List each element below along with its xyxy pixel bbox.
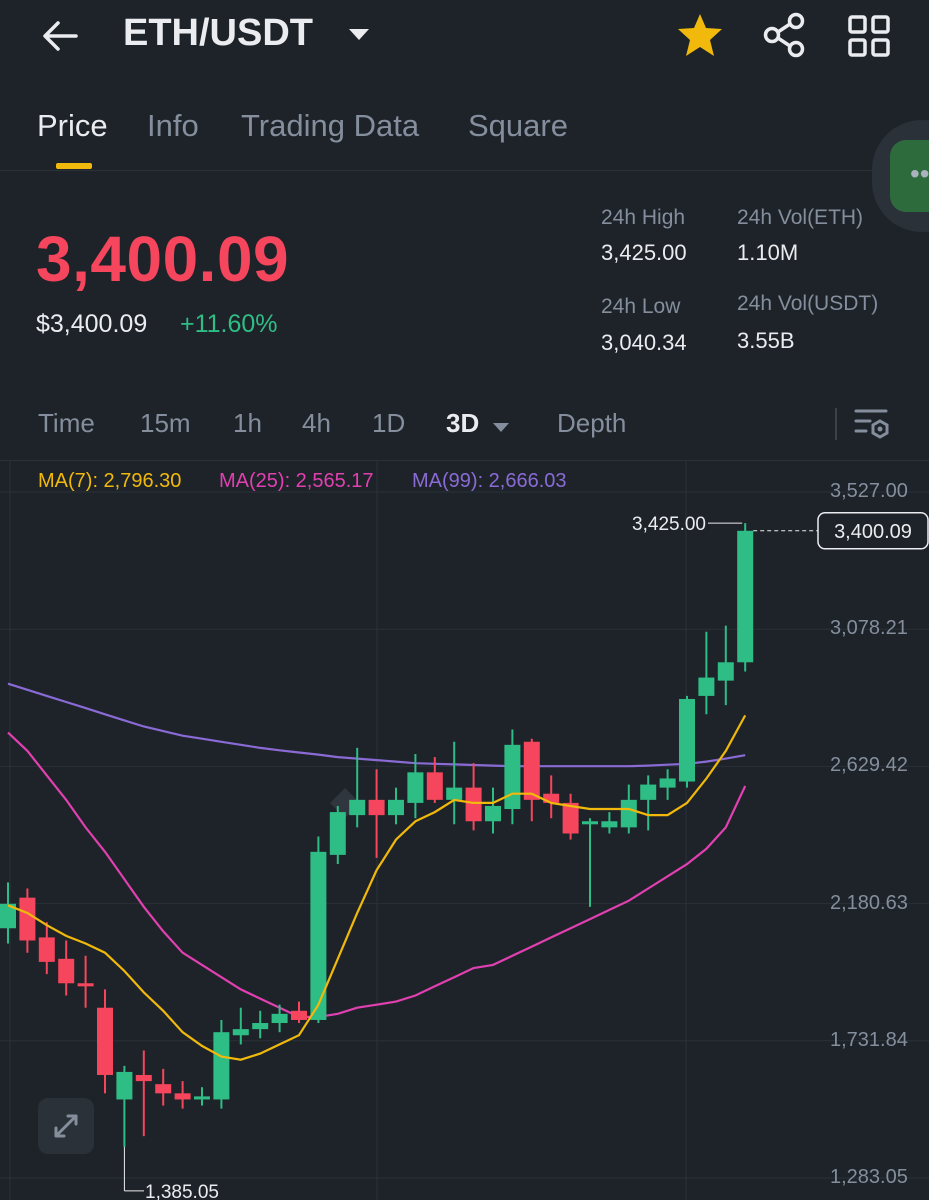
vol-eth-value: 1.10M <box>737 240 799 265</box>
candle <box>698 677 715 696</box>
candle <box>38 937 55 962</box>
vol-usdt-value: 3.55B <box>737 328 795 353</box>
caret-down-icon[interactable] <box>348 28 370 47</box>
divider <box>0 460 929 461</box>
candle <box>523 741 540 800</box>
tab-active-indicator <box>56 163 92 169</box>
more-dots-icon: •• <box>910 158 929 189</box>
ma99-legend: MA(99): 2,666.03 <box>412 470 567 492</box>
expand-icon <box>54 1114 78 1138</box>
low-label: 24h Low <box>601 295 681 318</box>
tf-caret-icon[interactable] <box>492 420 510 438</box>
candle <box>659 778 676 788</box>
candle <box>485 805 501 822</box>
y-axis-label: 3,078.21 <box>830 617 908 640</box>
candle <box>116 1071 133 1100</box>
tf-1d[interactable]: 1D <box>372 408 406 438</box>
candle <box>465 787 482 822</box>
expand-chart-button[interactable] <box>38 1098 94 1154</box>
last-price-tag <box>817 512 929 550</box>
usd-price: $3,400.09 <box>36 310 148 338</box>
candle <box>194 1096 210 1100</box>
tf-separator <box>835 408 837 440</box>
tf-3d[interactable]: 3D <box>446 408 480 438</box>
candle <box>232 1029 249 1036</box>
candle <box>368 799 385 816</box>
high-marker-label: 3,425.00 <box>632 514 706 535</box>
vol-eth-label: 24h Vol(ETH) <box>737 206 864 229</box>
low-value: 3,040.34 <box>601 330 687 355</box>
vol-usdt-label: 24h Vol(USDT) <box>737 292 879 315</box>
candle <box>310 851 327 1020</box>
candle <box>446 787 463 800</box>
candle <box>174 1093 191 1100</box>
tf-4h[interactable]: 4h <box>302 408 331 438</box>
star-icon[interactable] <box>676 12 724 63</box>
candle <box>601 821 618 828</box>
candle <box>640 784 657 800</box>
tab-info[interactable]: Info <box>147 108 199 143</box>
candle <box>58 958 75 984</box>
tf-1h[interactable]: 1h <box>233 408 262 438</box>
ma25-legend: MA(25): 2,565.17 <box>219 470 374 492</box>
tab-square[interactable]: Square <box>468 108 568 143</box>
candle <box>582 821 598 825</box>
candle <box>717 662 734 681</box>
candle <box>271 1013 288 1024</box>
candle <box>388 799 404 816</box>
candle <box>329 812 346 855</box>
candle <box>562 802 579 834</box>
candle <box>620 799 637 828</box>
y-axis-label: 2,629.42 <box>830 754 908 777</box>
candle <box>155 1084 172 1094</box>
candle <box>19 897 36 941</box>
candle <box>135 1074 152 1082</box>
tab-trading-data[interactable]: Trading Data <box>241 108 420 143</box>
y-axis-label: 2,180.63 <box>830 891 908 914</box>
ma25-line <box>7 731 747 1019</box>
candle <box>504 744 521 810</box>
candlestick-chart[interactable]: 3,425.00 1,385.05 3,400.09 <box>0 460 929 1200</box>
ma7-line <box>7 714 747 1061</box>
last-price-tag-label: 3,400.09 <box>834 521 912 543</box>
divider <box>0 170 929 171</box>
candle <box>213 1032 230 1100</box>
candle <box>407 772 424 803</box>
y-axis-label: 3,527.00 <box>830 480 908 502</box>
y-axis-label: 1,283.05 <box>830 1166 908 1188</box>
high-value: 3,425.00 <box>601 240 687 265</box>
candle <box>543 793 560 803</box>
candle <box>737 530 754 663</box>
candle <box>291 1010 307 1020</box>
floating-chat-inner[interactable] <box>890 140 929 212</box>
candle <box>252 1023 269 1030</box>
candle <box>349 799 366 816</box>
candle <box>426 772 443 800</box>
tf-time[interactable]: Time <box>38 408 95 438</box>
tf-15m[interactable]: 15m <box>140 408 191 438</box>
candle <box>97 1007 113 1075</box>
candle <box>0 903 16 929</box>
chart-settings-icon[interactable] <box>852 404 892 449</box>
y-axis-label: 1,731.84 <box>830 1028 908 1051</box>
ma99-line <box>7 682 746 768</box>
tab-price[interactable]: Price <box>37 108 108 143</box>
ma7-legend: MA(7): 2,796.30 <box>38 470 182 492</box>
tf-depth[interactable]: Depth <box>557 408 627 438</box>
candle <box>77 983 94 987</box>
low-marker-label: 1,385.05 <box>145 1182 219 1200</box>
high-label: 24h High <box>601 206 686 229</box>
price-change: +11.60% <box>180 310 278 338</box>
share-icon[interactable] <box>762 12 808 63</box>
back-arrow-icon[interactable] <box>38 14 82 58</box>
pair-title[interactable]: ETH/USDT <box>123 12 313 54</box>
candle <box>679 698 695 782</box>
last-price: 3,400.09 <box>36 223 290 295</box>
grid-icon[interactable] <box>847 14 891 63</box>
